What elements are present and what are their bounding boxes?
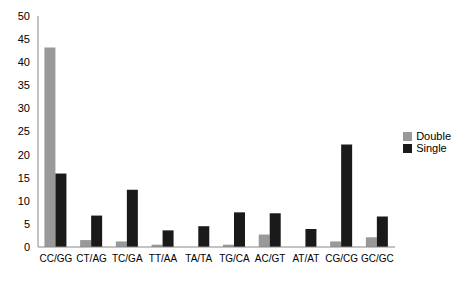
svg-text:30: 30 (18, 102, 30, 114)
svg-text:CG/CG: CG/CG (325, 253, 358, 264)
svg-text:5: 5 (24, 218, 30, 230)
svg-text:TA/TA: TA/TA (185, 253, 212, 264)
html-text:Single: Single (416, 141, 447, 154)
svg-text:20: 20 (18, 149, 30, 161)
svg-text:AT/AT: AT/AT (292, 253, 319, 264)
svg-text:CT/AG: CT/AG (76, 253, 107, 264)
svg-text:35: 35 (18, 79, 30, 91)
svg-text:TC/GA: TC/GA (112, 253, 143, 264)
svg-text:0: 0 (24, 241, 30, 253)
svg-text:GC/GC: GC/GC (361, 253, 394, 264)
svg-text:40: 40 (18, 56, 30, 68)
svg-text:10: 10 (18, 195, 30, 207)
svg-text:CC/GG: CC/GG (39, 253, 72, 264)
svg-text:15: 15 (18, 172, 30, 184)
svg-text:TT/AA: TT/AA (149, 253, 178, 264)
svg-text:AC/GT: AC/GT (255, 253, 286, 264)
svg-text:TG/CA: TG/CA (219, 253, 250, 264)
svg-text:25: 25 (18, 125, 30, 137)
svg-text:50: 50 (18, 10, 30, 22)
html-text:Double: Double (416, 129, 451, 142)
svg-text:45: 45 (18, 33, 30, 45)
